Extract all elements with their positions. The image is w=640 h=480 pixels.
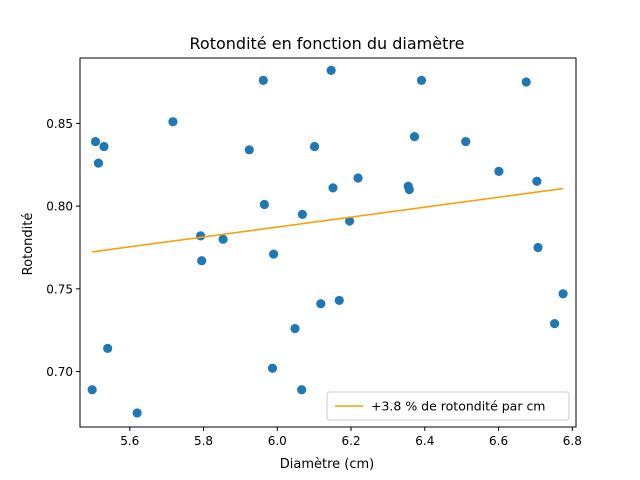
x-axis-label: Diamètre (cm) xyxy=(280,457,375,472)
data-point xyxy=(297,209,307,219)
x-tick-label: 6.2 xyxy=(342,434,361,448)
axes-background xyxy=(80,58,576,427)
x-tick-label: 6.6 xyxy=(489,434,508,448)
trend-line-group xyxy=(92,187,564,253)
chart-title: Rotondité en fonction du diamètre xyxy=(190,34,465,53)
legend-box xyxy=(326,391,570,421)
y-tick-label: 0.70 xyxy=(46,365,73,379)
plot-area xyxy=(80,58,576,427)
data-point xyxy=(258,75,268,85)
data-point xyxy=(103,343,113,354)
data-point xyxy=(461,136,471,147)
x-tick-label: 5.6 xyxy=(120,434,139,448)
data-point xyxy=(409,131,420,142)
data-point xyxy=(93,158,104,168)
data-point xyxy=(267,363,278,373)
data-point xyxy=(244,145,254,155)
legend: +3.8 % de rotondité par cm xyxy=(326,391,570,421)
data-point xyxy=(90,136,101,147)
data-point xyxy=(218,234,228,244)
data-point xyxy=(269,249,279,259)
y-axis-label: Rotondité xyxy=(21,213,36,276)
data-point xyxy=(416,75,427,85)
data-point xyxy=(532,176,542,186)
y-tick-label: 0.75 xyxy=(46,282,73,296)
data-point xyxy=(533,242,543,253)
data-point xyxy=(558,289,568,299)
x-tick-label: 6.8 xyxy=(563,434,582,448)
trend-line xyxy=(92,187,564,253)
data-point xyxy=(87,385,97,395)
y-tick-label: 0.80 xyxy=(46,200,73,214)
data-point xyxy=(334,295,344,306)
data-point xyxy=(404,184,414,195)
data-point xyxy=(297,385,307,395)
data-point xyxy=(316,299,326,309)
x-tick-label: 5.8 xyxy=(194,434,213,448)
data-point xyxy=(344,216,355,226)
x-tick-label: 6.0 xyxy=(268,434,287,448)
data-point xyxy=(290,323,300,334)
data-point xyxy=(550,318,560,329)
data-point xyxy=(195,231,206,241)
y-tick-label: 0.85 xyxy=(46,117,73,131)
data-point xyxy=(521,77,531,87)
data-point xyxy=(494,166,504,176)
axes-frame xyxy=(79,57,577,428)
data-point xyxy=(259,199,269,210)
legend-label-trend: +3.8 % de rotondité par cm xyxy=(371,399,546,414)
x-axis-ticks: 5.6 5.8 6.0 6.2 6.4 6.6 6.8 xyxy=(120,427,582,448)
data-point xyxy=(353,173,363,183)
data-point xyxy=(328,183,338,193)
y-axis-ticks: 0.70 0.75 0.80 0.85 xyxy=(46,117,80,379)
data-point xyxy=(168,117,178,127)
x-tick-label: 6.4 xyxy=(415,434,434,448)
data-points xyxy=(87,65,568,418)
data-point xyxy=(99,141,109,152)
data-point xyxy=(132,408,142,418)
data-point xyxy=(326,65,336,76)
data-point xyxy=(309,141,320,152)
data-point xyxy=(197,256,207,266)
